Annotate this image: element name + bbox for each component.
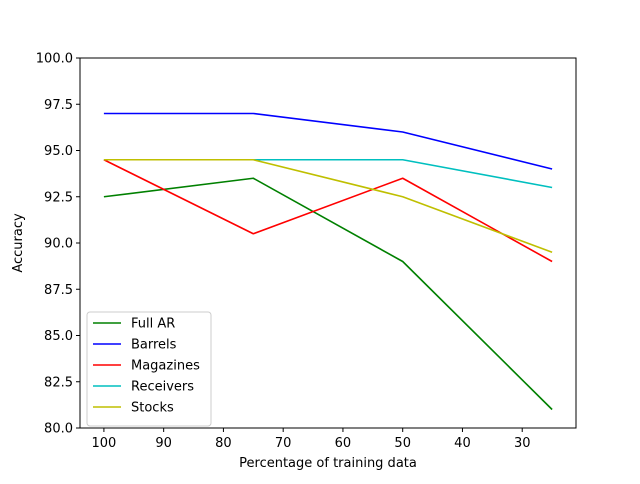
legend-label: Magazines (131, 359, 200, 374)
y-tick-label: 87.5 (44, 283, 73, 298)
y-tick-label: 92.5 (44, 190, 73, 205)
x-tick-label: 30 (514, 436, 531, 451)
y-axis-label: Accuracy (11, 213, 26, 273)
x-tick-label: 80 (215, 436, 232, 451)
y-axis: 80.0 82.5 85.0 87.5 90.0 92.5 95.0 97.5 100.0 (36, 52, 80, 437)
y-tick-label: 90.0 (44, 237, 73, 252)
x-tick-label: 50 (394, 436, 411, 451)
legend-label: Barrels (131, 338, 177, 353)
plot-frame (79, 57, 577, 429)
legend-label: Stocks (131, 401, 174, 416)
series-lines (103, 112, 553, 411)
legend-item: Magazines (93, 359, 200, 374)
series-line-full-ar (103, 177, 553, 411)
x-tick-label: 70 (275, 436, 292, 451)
x-tick-label: 90 (155, 436, 172, 451)
legend-item: Receivers (93, 380, 194, 395)
series-line-receivers (103, 158, 553, 189)
y-tick-label: 95.0 (44, 144, 73, 159)
legend-box (86, 311, 212, 427)
y-tick-label: 85.0 (44, 329, 73, 344)
x-tick-label: 40 (454, 436, 471, 451)
y-tick-label: 100.0 (36, 52, 73, 67)
series-line-stocks (103, 158, 553, 253)
legend: Full AR Barrels Magazines Receivers Stocks (86, 311, 212, 427)
series-line-barrels (103, 112, 553, 170)
legend-label: Full AR (131, 317, 175, 332)
x-tick-label: 60 (335, 436, 352, 451)
series-line-magazines (103, 159, 553, 263)
x-axis: 100 90 80 70 60 50 40 30 (91, 428, 530, 451)
y-tick-label: 97.5 (44, 98, 73, 113)
y-tick-label: 80.0 (44, 422, 73, 437)
legend-label: Receivers (131, 380, 194, 395)
legend-item: Full AR (93, 317, 175, 332)
y-tick-label: 82.5 (44, 375, 73, 390)
x-tick-label: 100 (91, 436, 116, 451)
x-axis-label: Percentage of training data (239, 456, 417, 471)
legend-item: Stocks (93, 401, 174, 416)
legend-item: Barrels (93, 338, 177, 353)
